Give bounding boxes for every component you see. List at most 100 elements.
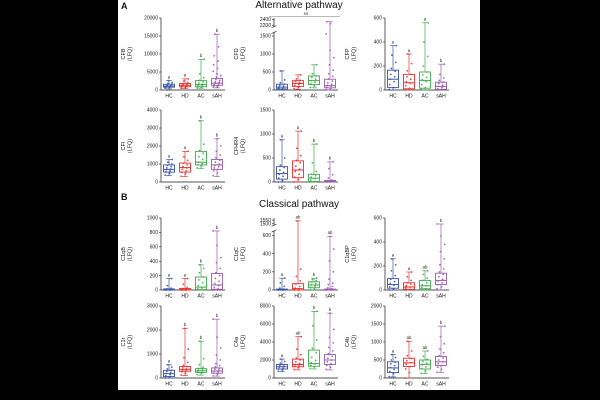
subplot-c1qc: 0 200 400 600 1500 1550 C1qC (LFQ) a HC ab HD b AC ab s… [231,210,344,300]
svg-text:a: a [392,39,395,44]
svg-text:sAH: sAH [325,294,335,300]
svg-text:CFB: CFB [121,48,127,59]
svg-text:b: b [313,272,316,277]
svg-text:0: 0 [155,180,158,186]
svg-text:C1qBP: C1qBP [345,245,351,263]
svg-text:ab: ab [296,215,301,220]
svg-text:400: 400 [263,251,272,257]
svg-text:b: b [440,218,443,223]
svg-text:a: a [184,145,187,150]
cfp-boxplot-chart: 0 200 400 600 CFP (LFQ) a HC a HD a AC b sAH [345,16,449,100]
svg-text:HD: HD [294,382,302,388]
svg-text:ab: ab [423,265,428,270]
svg-text:0: 0 [268,376,271,382]
svg-text:0: 0 [379,88,382,94]
svg-text:C1qB: C1qB [121,247,127,261]
svg-text:(LFQ): (LFQ) [352,47,358,62]
svg-text:b: b [200,53,203,58]
svg-text:0: 0 [155,288,158,294]
svg-text:HC: HC [389,94,397,100]
svg-text:(LFQ): (LFQ) [128,139,134,154]
svg-text:AC: AC [422,294,429,300]
subplot-cfd: 0 500 1000 1500 2200 2400 CFD (LFQ) HC HD AC sAH ns [231,10,344,100]
svg-text:b: b [216,225,219,230]
svg-text:(LFQ): (LFQ) [352,247,358,262]
svg-text:b: b [200,115,203,120]
subplot-cfhr4: 0 500 1000 1500 CFHR4 (LFQ) a HC a HD b AC b sAH [231,102,344,192]
svg-text:4000: 4000 [147,108,158,114]
svg-text:b: b [440,320,443,325]
panel-b-label: B [121,192,128,202]
svg-text:a: a [408,48,411,53]
svg-text:0: 0 [379,288,382,294]
svg-text:(LFQ): (LFQ) [128,47,134,62]
svg-text:b: b [216,313,219,318]
svg-text:sAH: sAH [212,186,222,192]
svg-text:1000: 1000 [371,340,382,346]
subplot-cfb: 0 5000 10000 15000 20000 CFB (LFQ) a HC a HD b AC b sA… [118,10,231,100]
svg-text:(LFQ): (LFQ) [241,335,247,350]
c1qb-boxplot-chart: 0 200 400 600 800 1000 C1qB (LFQ) a HC a HD b AC b sAH [121,216,225,300]
svg-text:500: 500 [263,156,272,162]
cfi-boxplot-chart: 0 1000 2000 3000 4000 CFI (LFQ) a HC a HD b AC b sAH [121,108,225,192]
svg-text:2400: 2400 [260,17,271,23]
svg-text:C1qC: C1qC [234,247,240,261]
svg-text:1000: 1000 [260,52,271,58]
svg-text:AC: AC [198,94,205,100]
svg-text:AC: AC [422,382,429,388]
svg-text:a: a [281,134,284,139]
svg-text:HD: HD [181,294,189,300]
svg-text:0: 0 [155,88,158,94]
svg-text:400: 400 [150,259,159,265]
svg-text:C1r: C1r [121,337,127,346]
svg-text:b: b [216,28,219,33]
svg-text:ab: ab [407,335,412,340]
svg-text:b: b [313,305,316,310]
svg-text:1000: 1000 [147,352,158,358]
svg-text:a: a [281,272,284,277]
svg-text:a: a [168,153,171,158]
svg-text:b: b [216,133,219,138]
svg-text:600: 600 [150,245,159,251]
svg-text:(LFQ): (LFQ) [128,335,134,350]
svg-text:(LFQ): (LFQ) [352,335,358,350]
svg-text:CFI: CFI [121,141,127,150]
svg-text:sAH: sAH [212,294,222,300]
svg-text:sAH: sAH [325,94,335,100]
svg-text:600: 600 [263,233,272,239]
svg-text:CFP: CFP [345,48,351,59]
svg-text:a: a [392,253,395,258]
svg-text:AC: AC [311,186,318,192]
svg-text:1500: 1500 [260,221,271,227]
svg-text:a: a [297,125,300,130]
svg-text:5000: 5000 [147,70,158,76]
svg-text:HC: HC [165,382,173,388]
svg-text:b: b [440,58,443,63]
svg-text:1000: 1000 [147,162,158,168]
svg-text:b: b [200,259,203,264]
svg-text:200: 200 [263,270,272,276]
svg-text:6000: 6000 [260,322,271,328]
svg-text:1000: 1000 [260,132,271,138]
subplot-c4a: 0 2000 4000 6000 8000 C4a (LFQ) a HC ab HD b AC b sAH [231,298,344,388]
svg-text:sAH: sAH [436,294,446,300]
svg-text:AC: AC [311,94,318,100]
svg-text:2000: 2000 [371,304,382,310]
svg-text:(LFQ): (LFQ) [241,247,247,262]
svg-text:a: a [168,272,171,277]
subplot-c1qbp: 0 200 400 600 C1qBP (LFQ) a HC a HD ab AC b sAH [342,210,455,300]
svg-text:2000: 2000 [147,328,158,334]
svg-text:b: b [313,138,316,143]
svg-text:a: a [168,359,171,364]
svg-text:0: 0 [268,288,271,294]
svg-text:AC: AC [198,186,205,192]
svg-text:sAH: sAH [436,382,446,388]
svg-text:a: a [408,266,411,271]
svg-text:500: 500 [374,358,383,364]
svg-text:HD: HD [294,186,302,192]
svg-text:ab: ab [328,230,333,235]
svg-text:200: 200 [150,273,159,279]
subplot-c1qb: 0 200 400 600 800 1000 C1qB (LFQ) a HC a HD b AC b sAH [118,210,231,300]
